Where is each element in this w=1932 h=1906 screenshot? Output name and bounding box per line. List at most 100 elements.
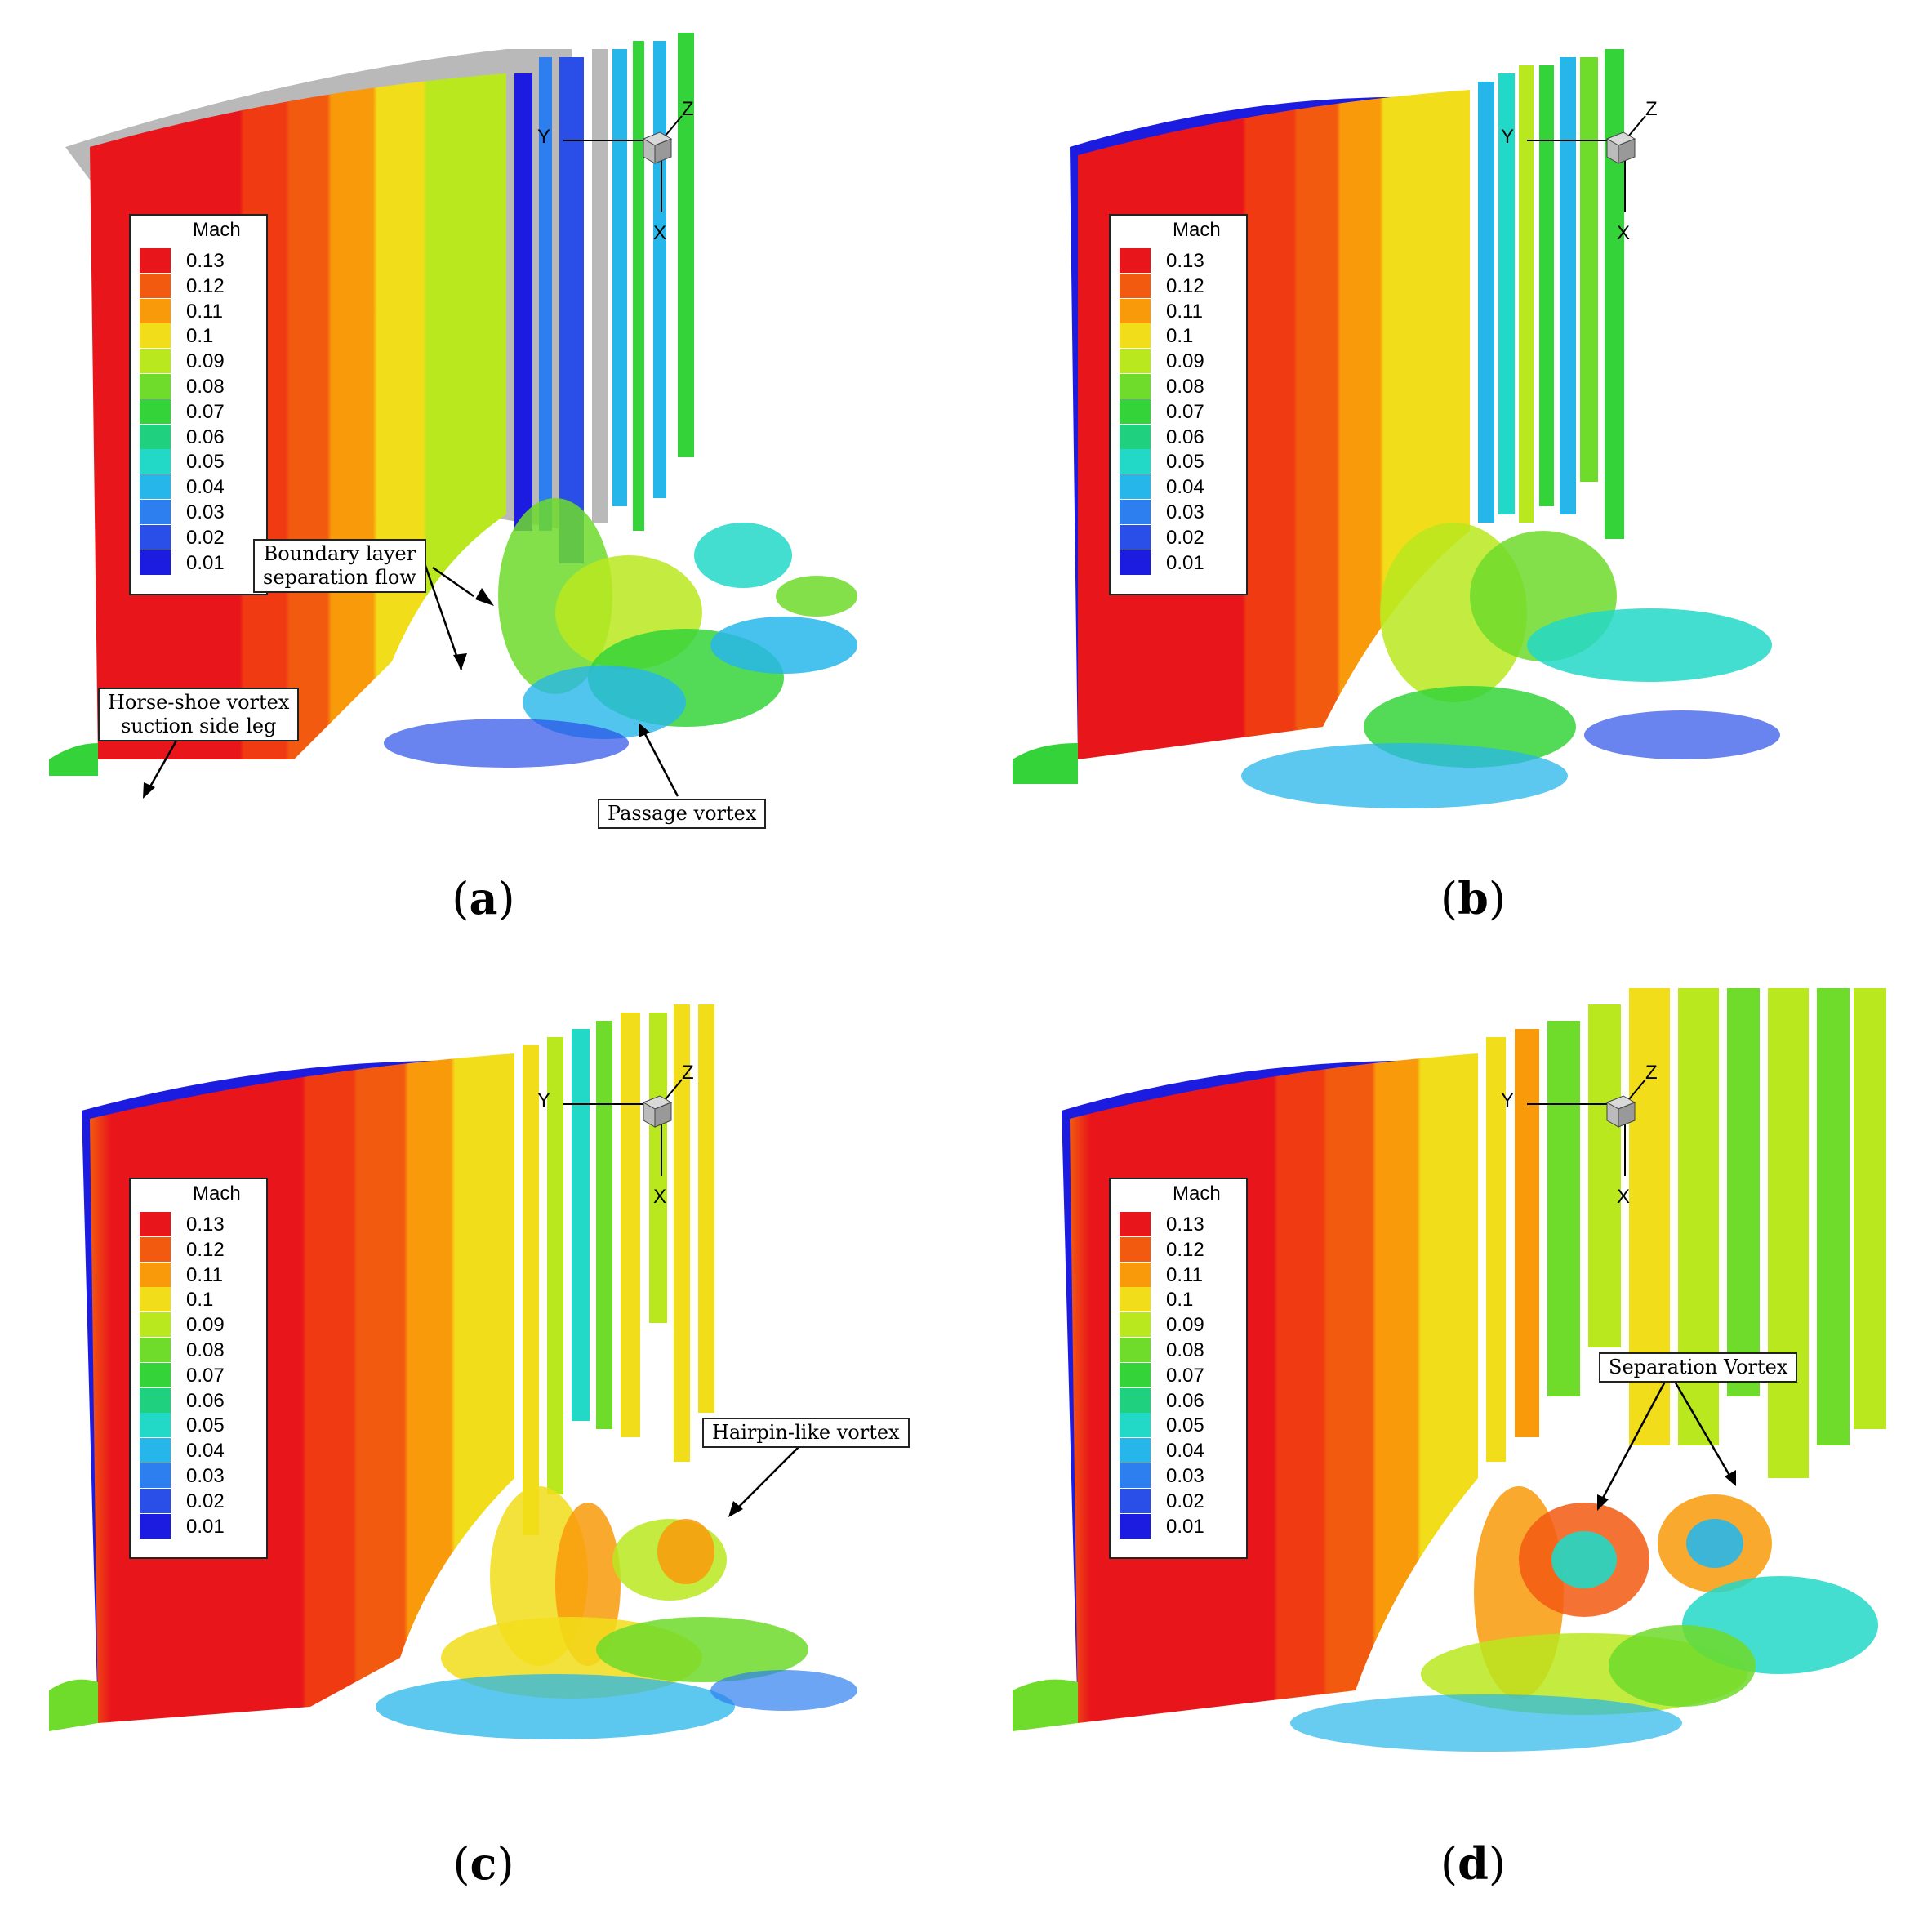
legend-swatch — [140, 500, 171, 524]
legend-level-label: 0.12 — [1166, 1238, 1204, 1261]
legend-swatch — [1120, 550, 1151, 575]
annotation-passage-vortex: Passage vortex — [598, 799, 767, 829]
legend-swatch — [140, 474, 171, 500]
axis-y-label: Y — [537, 1089, 551, 1111]
legend-level-label: 0.09 — [1166, 1314, 1204, 1337]
legend-level-label: 0.08 — [186, 1339, 225, 1361]
legend-title: Mach — [1173, 219, 1221, 241]
legend-swatch — [140, 298, 171, 323]
legend-level-label: 0.04 — [186, 1440, 225, 1463]
mach-legend: Mach 0.13 0.12 0.11 0.1 0.09 0.08 0.07 0.06 0.05 0… — [1109, 214, 1248, 595]
legend-level-label: 0.1 — [186, 1289, 214, 1311]
legend-level-label: 0.05 — [186, 451, 225, 474]
legend-swatch — [1120, 1338, 1151, 1362]
legend-level-label: 0.05 — [1166, 451, 1204, 474]
legend-level-label: 0.07 — [1166, 1364, 1204, 1387]
legend-level-label: 0.02 — [186, 526, 225, 549]
legend-level-label: 0.01 — [186, 1515, 225, 1538]
legend-level-label: 0.07 — [1166, 400, 1204, 423]
legend-swatch — [140, 1488, 171, 1513]
legend-swatch — [1120, 424, 1151, 449]
subcaption-b: (b) — [1440, 872, 1506, 924]
legend-level-label: 0.04 — [186, 476, 225, 499]
legend-swatch — [1120, 1438, 1151, 1463]
legend-level-label: 0.01 — [1166, 1515, 1204, 1538]
legend-swatch — [1120, 1488, 1151, 1513]
subcaption-c: (c) — [452, 1837, 514, 1890]
axis-x-label: X — [1617, 1186, 1631, 1208]
legend-level-label: 0.08 — [1166, 376, 1204, 398]
legend-swatch — [1120, 1362, 1151, 1387]
legend-swatch — [1120, 1312, 1151, 1338]
legend-level-label: 0.1 — [1166, 325, 1194, 348]
legend-swatch — [1120, 298, 1151, 323]
legend-level-label: 0.06 — [186, 1389, 225, 1412]
legend-level-label: 0.03 — [1166, 1465, 1204, 1487]
legend-level-label: 0.09 — [186, 350, 225, 373]
legend-level-label: 0.03 — [1166, 501, 1204, 523]
legend-swatch — [140, 349, 171, 374]
legend-level-label: 0.11 — [186, 1263, 223, 1286]
legend-swatch — [140, 449, 171, 474]
legend-level-label: 0.02 — [1166, 1490, 1204, 1512]
axis-x-label: X — [1617, 222, 1631, 244]
legend-level-label: 0.11 — [1166, 1263, 1203, 1286]
legend-level-label: 0.06 — [1166, 1389, 1204, 1412]
legend-level-label: 0.01 — [186, 551, 225, 574]
legend-level-label: 0.08 — [1166, 1339, 1204, 1361]
legend-swatch — [140, 323, 171, 349]
legend-level-label: 0.06 — [1166, 425, 1204, 448]
axis-z-label: Z — [682, 1062, 694, 1084]
annotation-separation-vortex: Separation Vortex — [1599, 1352, 1798, 1383]
legend-swatch — [1120, 1463, 1151, 1488]
legend-title: Mach — [193, 219, 241, 241]
legend-swatch — [1120, 524, 1151, 550]
axis-y-label: Y — [537, 126, 551, 148]
axis-x-label: X — [653, 222, 667, 244]
legend-level-label: 0.03 — [186, 501, 225, 523]
legend-swatch — [1120, 1413, 1151, 1438]
legend-swatch — [140, 1413, 171, 1438]
legend-title: Mach — [193, 1182, 241, 1205]
legend-title: Mach — [1173, 1182, 1221, 1205]
mach-legend: Mach 0.13 0.12 0.11 0.1 0.09 0.08 0.07 0.06 0.05 0… — [129, 1178, 268, 1559]
annotation-boundary-layer: Boundary layer separation flow — [253, 539, 426, 593]
legend-swatch — [140, 1362, 171, 1387]
legend-swatch — [1120, 449, 1151, 474]
legend-level-label: 0.07 — [186, 400, 225, 423]
legend-level-label: 0.1 — [1166, 1289, 1194, 1311]
legend-level-label: 0.11 — [1166, 300, 1203, 323]
legend-level-label: 0.13 — [186, 250, 225, 272]
legend-swatch — [140, 399, 171, 424]
legend-level-label: 0.02 — [1166, 526, 1204, 549]
legend-level-label: 0.09 — [186, 1314, 225, 1337]
legend-level-label: 0.12 — [186, 274, 225, 297]
legend-level-label: 0.05 — [186, 1414, 225, 1437]
legend-level-label: 0.13 — [186, 1214, 225, 1236]
legend-swatch — [1120, 1212, 1151, 1236]
subcaption-a: (a) — [452, 872, 515, 924]
legend-swatch — [140, 424, 171, 449]
axis-y-label: Y — [1501, 126, 1515, 148]
legend-swatch — [140, 1338, 171, 1362]
legend-swatch — [1120, 399, 1151, 424]
legend-swatch — [140, 550, 171, 575]
legend-level-label: 0.05 — [1166, 1414, 1204, 1437]
annotation-horseshoe-vortex: Horse-shoe vortex suction side leg — [98, 688, 300, 741]
panel-c: Y Z X Mach 0.13 0.12 0.11 0.1 0.09 0.08 0.07 0.0… — [49, 988, 910, 1821]
axis-x-label: X — [653, 1186, 667, 1208]
legend-swatch — [140, 273, 171, 298]
legend-level-label: 0.04 — [1166, 1440, 1204, 1463]
panel-b: Y Z X Mach 0.13 0.12 0.11 0.1 0.09 0.08 0.07 0.0… — [1013, 24, 1829, 857]
legend-swatch — [140, 1236, 171, 1262]
legend-swatch — [1120, 248, 1151, 273]
legend-level-label: 0.03 — [186, 1465, 225, 1487]
legend-level-label: 0.11 — [186, 300, 223, 323]
mach-legend: Mach 0.13 0.12 0.11 0.1 0.09 0.08 0.07 0.06 0.05 0… — [129, 214, 268, 595]
legend-level-label: 0.02 — [186, 1490, 225, 1512]
subcaption-d: (d) — [1440, 1837, 1506, 1890]
legend-swatch — [140, 1262, 171, 1287]
panel-a: Y Z X Mach 0.13 0.12 0.11 0.1 0.09 0.08 0.07 0.0… — [49, 24, 866, 857]
axis-z-label: Z — [1645, 98, 1658, 120]
